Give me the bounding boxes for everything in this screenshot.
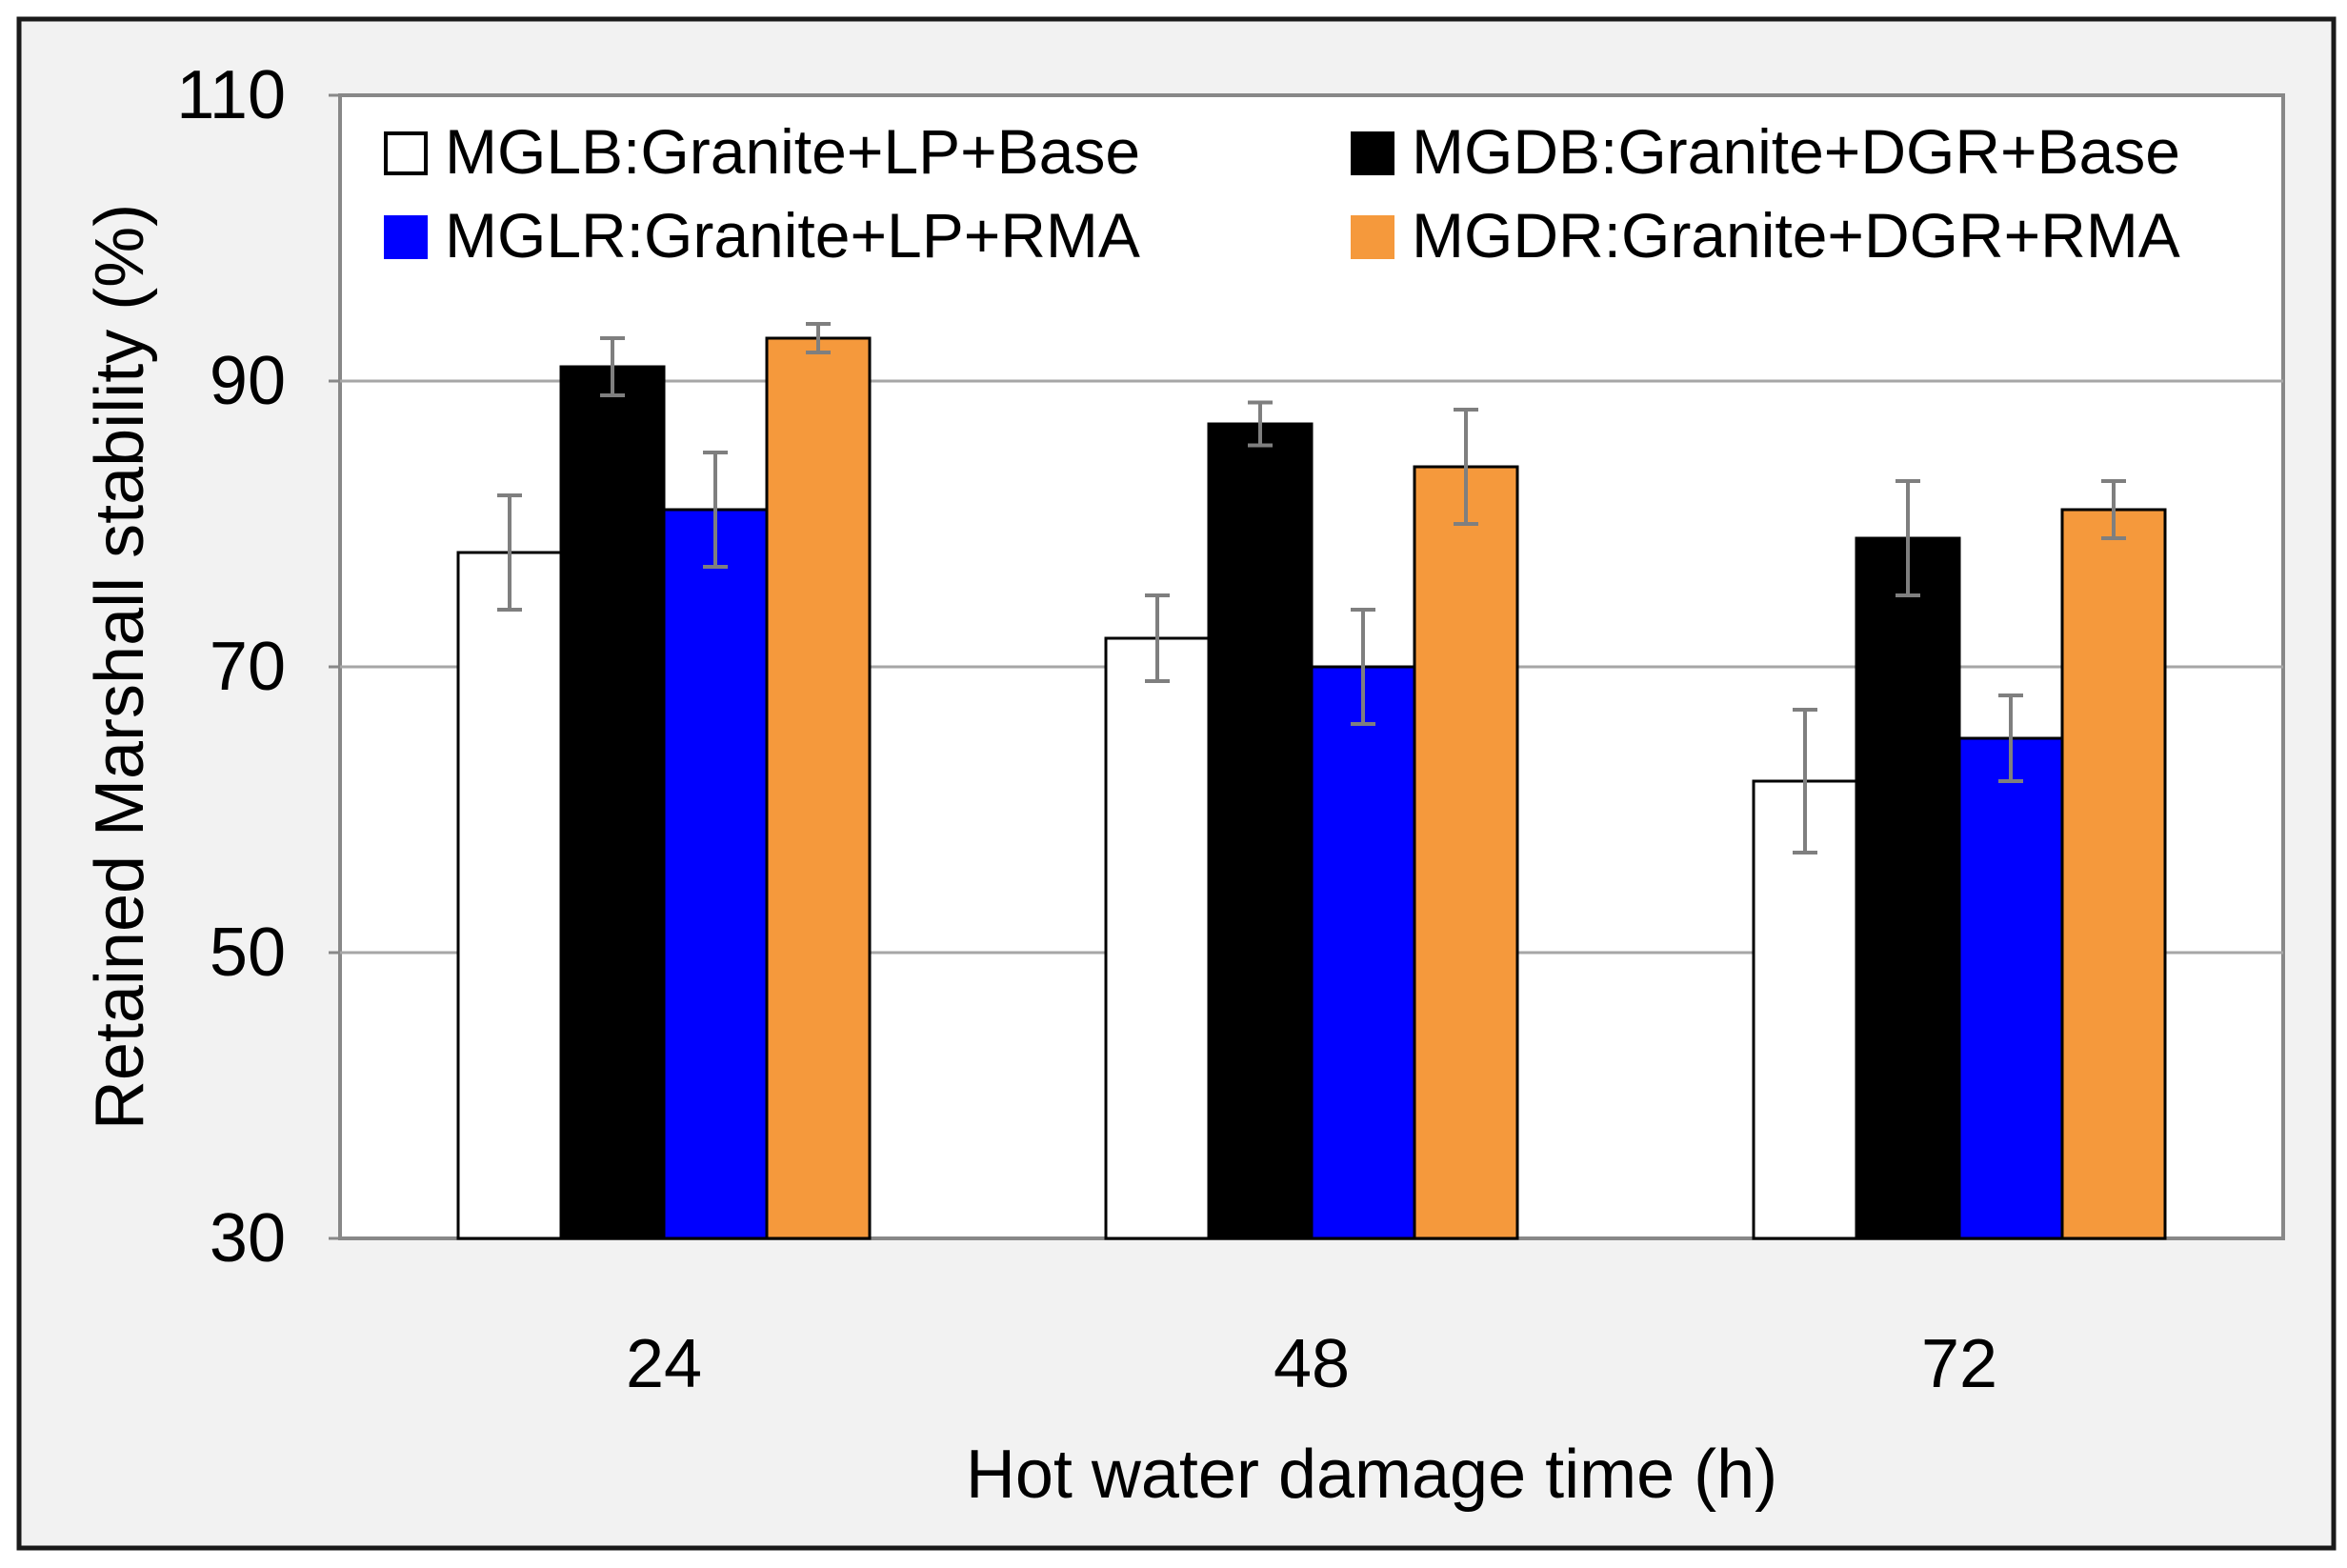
x-tick-label: 24 [626, 1326, 702, 1402]
legend-label-mgdr: MGDR:Granite+DGR+RMA [1412, 200, 2180, 271]
error-bars [497, 322, 2126, 854]
bar-mgdb-48 [1207, 422, 1314, 1240]
x-tick-label: 72 [1921, 1326, 1997, 1402]
y-tick-label: 50 [210, 915, 286, 991]
legend-swatch-mglb [384, 131, 428, 175]
bar-mgdb-72 [1855, 536, 1961, 1240]
bar-mglb-48 [1104, 636, 1211, 1240]
bar-mgdb-24 [559, 365, 666, 1240]
bar-mgdr-72 [2060, 508, 2167, 1240]
bar-mglb-24 [456, 551, 563, 1240]
y-tick-label: 30 [210, 1200, 286, 1277]
legend-label-mglb: MGLB:Granite+LP+Base [445, 116, 1140, 187]
bar-mgdr-24 [765, 336, 872, 1240]
y-axis-title: Retained Marshall stability (%) [82, 204, 158, 1130]
bar-mgdr-48 [1413, 465, 1519, 1240]
legend-swatch-mglr [384, 215, 428, 259]
bar-mglb-72 [1752, 779, 1858, 1240]
x-tick-labels: 24 48 72 [626, 1326, 1997, 1402]
bar-mglr-48 [1310, 665, 1416, 1240]
y-tick-label: 110 [176, 57, 286, 133]
legend-label-mglr: MGLR:Granite+LP+RMA [445, 200, 1140, 271]
legend: MGLB:Granite+LP+Base MGDB:Granite+DGR+Bas… [384, 116, 2180, 271]
y-tick-label: 70 [210, 629, 286, 705]
bar-mglr-72 [1957, 736, 2064, 1240]
y-tick-label: 90 [210, 343, 286, 419]
legend-swatch-mgdb [1351, 131, 1394, 175]
x-axis-title: Hot water damage time (h) [966, 1437, 1777, 1513]
legend-swatch-mgdr [1351, 215, 1394, 259]
x-tick-label: 48 [1274, 1326, 1350, 1402]
y-tick-labels: 30 50 70 90 110 [176, 57, 340, 1277]
bar-mglr-24 [662, 508, 769, 1240]
bars [456, 336, 2167, 1240]
legend-label-mgdb: MGDB:Granite+DGR+Base [1412, 116, 2180, 187]
